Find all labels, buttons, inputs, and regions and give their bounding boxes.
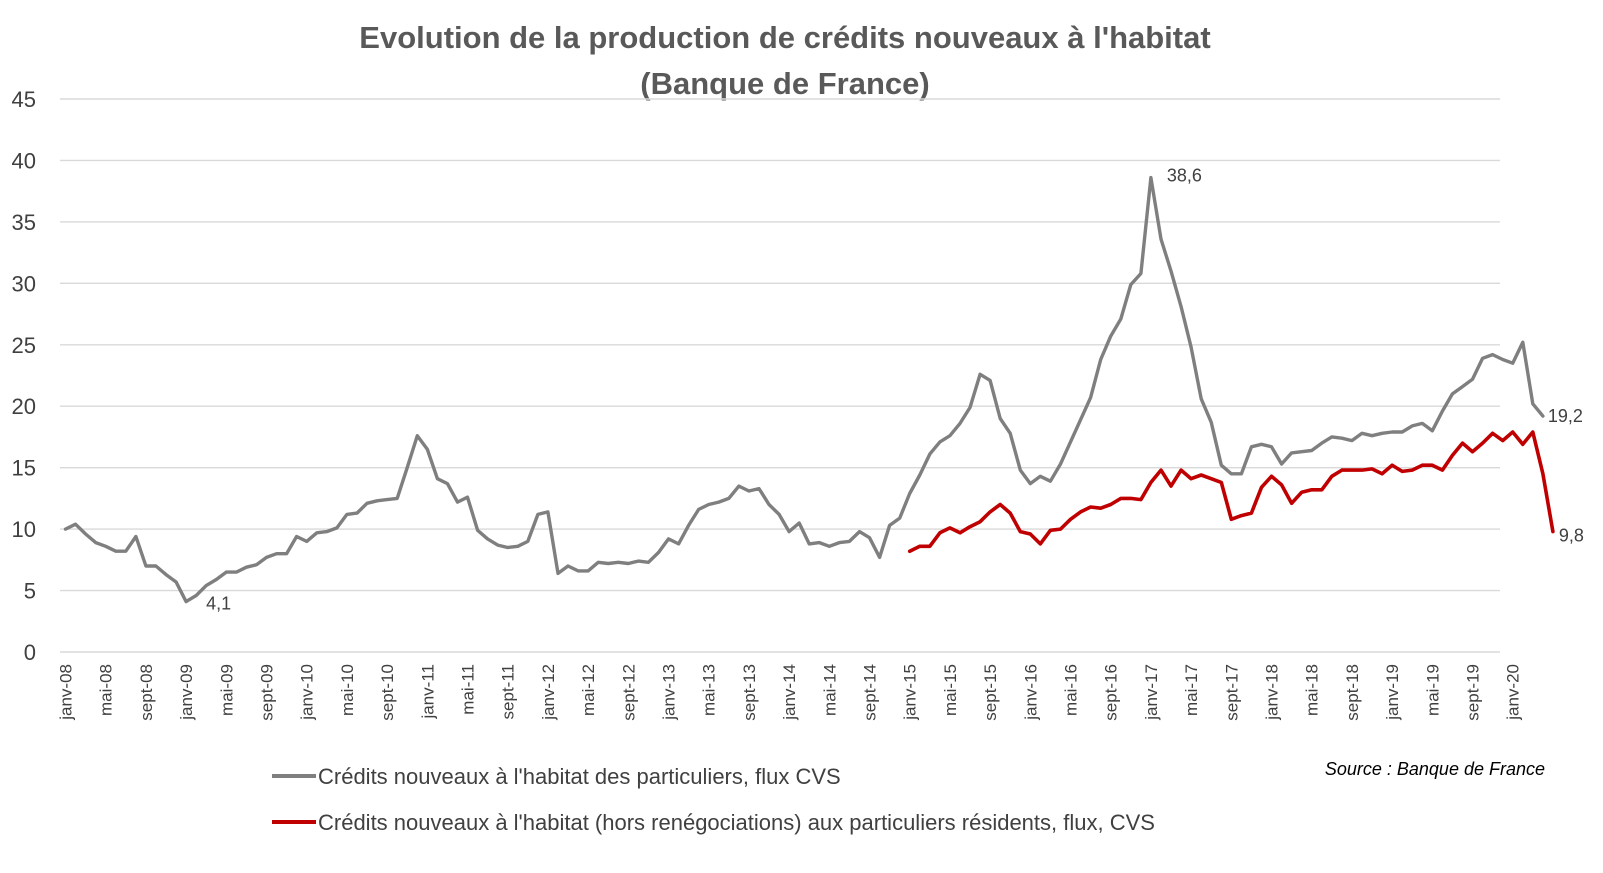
x-tick-label: mai-12 bbox=[579, 664, 598, 716]
x-tick-label: mai-10 bbox=[338, 664, 357, 716]
x-tick-label: janv-08 bbox=[57, 664, 76, 721]
legend: Crédits nouveaux à l'habitat des particu… bbox=[272, 764, 1155, 835]
data-label: 9,8 bbox=[1559, 526, 1584, 546]
x-tick-label: sept-09 bbox=[258, 664, 277, 721]
x-tick-label: mai-14 bbox=[820, 664, 839, 716]
y-tick-label: 40 bbox=[12, 148, 36, 173]
y-tick-label: 25 bbox=[12, 333, 36, 358]
y-tick-label: 15 bbox=[12, 456, 36, 481]
data-labels: 4,1 38,6 19,2 9,8 bbox=[206, 166, 1584, 614]
series-line-red bbox=[907, 430, 1555, 554]
x-tick-label: janv-14 bbox=[780, 664, 799, 721]
y-tick-label: 20 bbox=[12, 394, 36, 419]
data-label: 19,2 bbox=[1548, 406, 1583, 426]
x-tick-label: mai-16 bbox=[1062, 664, 1081, 716]
x-tick-label: mai-17 bbox=[1182, 664, 1201, 716]
x-tick-label: sept-10 bbox=[378, 664, 397, 721]
x-tick-label: sept-18 bbox=[1343, 664, 1362, 721]
series-line-gray bbox=[63, 175, 1545, 604]
legend-label-red: Crédits nouveaux à l'habitat (hors renég… bbox=[318, 810, 1155, 835]
chart-title: Evolution de la production de crédits no… bbox=[359, 20, 1210, 55]
x-tick-label: mai-11 bbox=[459, 664, 478, 715]
x-tick-label: janv-12 bbox=[539, 664, 558, 721]
x-tick-label: janv-16 bbox=[1021, 664, 1040, 721]
y-tick-label: 10 bbox=[12, 517, 36, 542]
y-tick-label: 35 bbox=[12, 210, 36, 235]
x-tick-label: sept-11 bbox=[499, 664, 518, 719]
gridlines bbox=[60, 98, 1500, 653]
x-tick-label: mai-08 bbox=[97, 664, 116, 716]
x-tick-label: sept-08 bbox=[137, 664, 156, 721]
data-label: 4,1 bbox=[206, 594, 231, 614]
x-tick-label: sept-17 bbox=[1222, 664, 1241, 721]
x-tick-label: janv-20 bbox=[1504, 664, 1523, 721]
x-tick-label: mai-13 bbox=[700, 664, 719, 716]
x-tick-label: janv-10 bbox=[298, 664, 317, 721]
x-tick-label: sept-16 bbox=[1102, 664, 1121, 721]
x-tick-label: sept-12 bbox=[619, 664, 638, 721]
y-axis: 0 5 10 15 20 25 30 35 40 45 bbox=[12, 87, 36, 665]
x-tick-label: janv-17 bbox=[1142, 664, 1161, 721]
x-tick-label: janv-13 bbox=[660, 664, 679, 721]
x-tick-label: janv-18 bbox=[1263, 664, 1282, 721]
x-tick-label: sept-15 bbox=[981, 664, 1000, 721]
y-tick-label: 5 bbox=[24, 579, 36, 604]
x-tick-label: janv-19 bbox=[1383, 664, 1402, 721]
x-tick-label: mai-09 bbox=[217, 664, 236, 716]
chart-subtitle: (Banque de France) bbox=[640, 66, 929, 101]
x-tick-label: mai-19 bbox=[1423, 664, 1442, 716]
x-tick-label: mai-18 bbox=[1303, 664, 1322, 716]
y-tick-label: 0 bbox=[24, 640, 36, 665]
source-note: Source : Banque de France bbox=[1325, 759, 1545, 779]
data-label: 38,6 bbox=[1167, 166, 1202, 186]
x-tick-label: sept-14 bbox=[861, 664, 880, 721]
x-tick-label: janv-15 bbox=[901, 664, 920, 721]
x-tick-label: sept-13 bbox=[740, 664, 759, 721]
x-axis: janv-08 mai-08 sept-08 janv-09 mai-09 sept-09… bbox=[57, 664, 1523, 721]
y-tick-label: 30 bbox=[12, 271, 36, 296]
x-tick-label: janv-11 bbox=[418, 664, 437, 720]
series-lines bbox=[63, 175, 1555, 604]
x-tick-label: janv-09 bbox=[177, 664, 196, 721]
y-tick-label: 45 bbox=[12, 87, 36, 112]
legend-label-gray: Crédits nouveaux à l'habitat des particu… bbox=[318, 764, 841, 789]
x-tick-label: sept-19 bbox=[1464, 664, 1483, 721]
x-tick-label: mai-15 bbox=[941, 664, 960, 716]
